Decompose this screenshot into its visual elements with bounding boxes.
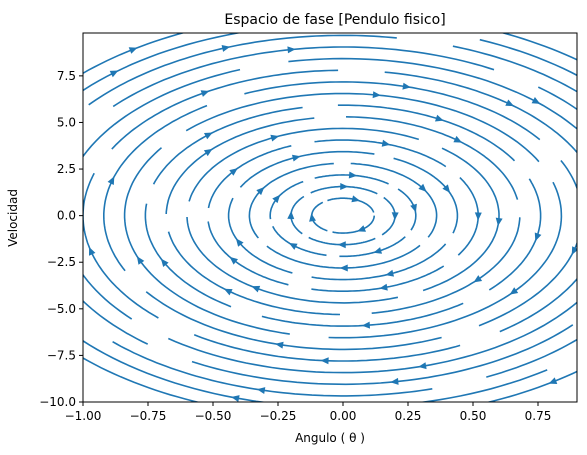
x-axis-ticks: −1.00 −0.75 −0.50 −0.25 0.00 0.25 0.50 0.75	[65, 402, 552, 423]
flow-arrowhead	[339, 264, 348, 272]
chart-title: Espacio de fase [Pendulo fisico]	[224, 12, 445, 28]
flow-arrowhead	[235, 238, 244, 247]
x-tick-label: −0.25	[260, 409, 297, 423]
flow-arrowhead	[309, 213, 316, 222]
y-tick-label: −7.5	[47, 348, 76, 362]
flow-arrowhead	[548, 377, 558, 384]
x-tick-label: 0.00	[330, 409, 357, 423]
flow-arrowhead	[256, 387, 266, 394]
flow-arrowhead	[128, 47, 138, 54]
flow-arrowhead	[509, 287, 519, 295]
flow-arrowhead	[385, 269, 394, 277]
x-tick-label: −0.75	[130, 409, 167, 423]
flow-arrowhead	[418, 362, 427, 370]
flow-arrowhead	[453, 135, 463, 143]
flow-arrowhead	[373, 247, 382, 254]
y-tick-label: 7.5	[57, 69, 76, 83]
arrowheads-layer	[89, 45, 577, 402]
flow-arrowhead	[272, 194, 281, 204]
flow-arrowhead	[372, 91, 381, 99]
flow-arrowhead	[200, 90, 210, 97]
y-tick-label: −5.0	[47, 302, 76, 316]
flow-arrowhead	[391, 212, 399, 221]
streamline	[83, 357, 201, 402]
flow-arrowhead	[292, 154, 301, 162]
streamline	[83, 68, 241, 320]
flow-arrowhead	[109, 70, 119, 78]
flow-arrowhead	[223, 288, 233, 296]
streamline	[83, 299, 149, 345]
streamline	[486, 338, 577, 378]
flow-arrowhead	[495, 217, 503, 226]
flow-arrowhead	[251, 285, 261, 293]
flow-arrowhead	[160, 258, 169, 267]
x-tick-label: −1.00	[65, 409, 102, 423]
x-tick-label: −0.50	[195, 409, 232, 423]
flow-arrowhead	[229, 256, 238, 265]
flow-arrowhead	[474, 212, 482, 221]
y-tick-label: 0.0	[57, 209, 76, 223]
y-tick-label: −10.0	[39, 395, 76, 409]
flow-arrowhead	[229, 168, 238, 176]
flow-arrowhead	[571, 246, 577, 255]
flow-arrowhead	[473, 275, 483, 283]
flow-arrowhead	[505, 99, 514, 107]
x-tick-label: 0.25	[395, 409, 422, 423]
flow-arrowhead	[256, 187, 265, 196]
streamline	[499, 277, 577, 333]
flow-arrowhead	[402, 82, 411, 90]
y-axis-ticks: −10.0 −7.5 −5.0 −2.5 0.0 2.5 5.0 7.5	[39, 69, 83, 409]
x-axis-label: Angulo ( θ )	[295, 431, 365, 445]
y-tick-label: −2.5	[47, 255, 76, 269]
flow-arrowhead	[320, 357, 329, 365]
flow-arrowhead	[442, 184, 451, 193]
flow-arrowhead	[231, 395, 240, 402]
flow-arrowhead	[361, 321, 370, 329]
streamline	[479, 38, 577, 77]
flow-arrowhead	[136, 256, 145, 265]
flow-arrowhead	[340, 183, 349, 190]
flow-arrowhead	[287, 46, 296, 54]
flow-arrowhead	[351, 195, 360, 203]
x-tick-label: 0.50	[460, 409, 487, 423]
y-tick-label: 5.0	[57, 115, 76, 129]
flow-arrowhead	[410, 203, 417, 213]
streamline	[452, 45, 577, 93]
flow-arrowhead	[337, 241, 346, 249]
flow-arrowhead	[531, 97, 541, 104]
flow-arrowhead	[435, 114, 444, 122]
flow-arrowhead	[275, 341, 284, 349]
flow-arrowhead	[357, 225, 366, 232]
y-axis-label: Velocidad	[6, 189, 20, 247]
streamline	[500, 33, 577, 61]
flow-arrowhead	[534, 232, 542, 242]
flow-arrowhead	[379, 283, 388, 291]
flow-arrowhead	[287, 210, 295, 220]
flow-arrowhead	[89, 247, 96, 256]
flow-arrowhead	[288, 243, 298, 250]
flow-arrowhead	[348, 171, 358, 179]
flow-arrowhead	[221, 45, 231, 52]
plot-frame	[82, 32, 578, 403]
y-tick-label: 2.5	[57, 162, 76, 176]
x-tick-label: 0.75	[525, 409, 552, 423]
flow-arrowhead	[381, 139, 391, 147]
flow-arrowhead	[390, 377, 399, 385]
flow-arrowhead	[418, 183, 427, 192]
flow-arrowhead	[270, 134, 280, 142]
flow-arrowhead	[203, 148, 213, 157]
flow-arrowhead	[107, 176, 115, 185]
flow-arrowhead	[204, 132, 213, 140]
